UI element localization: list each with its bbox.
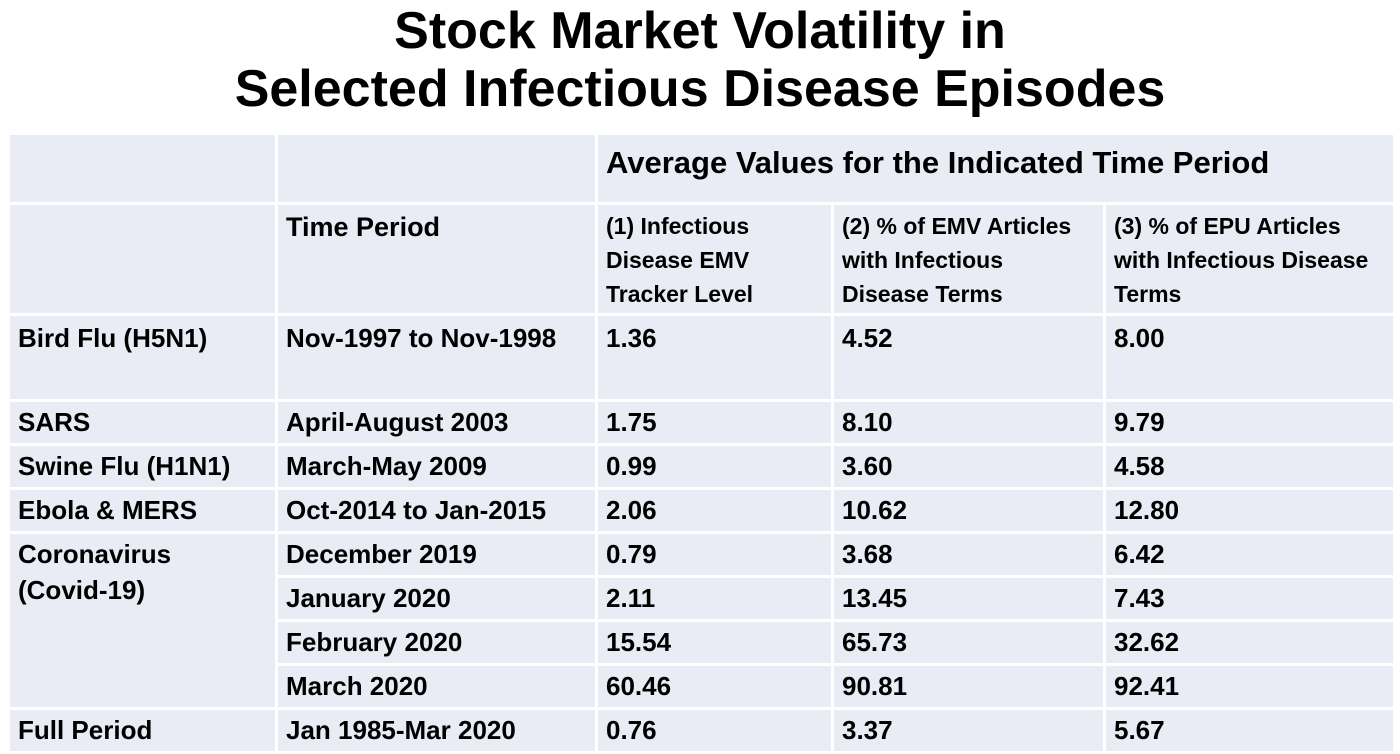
episode-cell: Full Period (7, 707, 278, 754)
col3-header: (3) % of EPU Articles with Infectious Di… (1102, 202, 1397, 316)
episode-cell: Bird Flu (H5N1) (7, 313, 278, 402)
value-cell: 4.58 (1102, 443, 1397, 490)
value-cell: 5.67 (1102, 707, 1397, 754)
value-cell: 8.00 (1102, 313, 1397, 402)
value-cell: 2.11 (595, 575, 834, 622)
value-cell: 60.46 (595, 663, 834, 710)
value-cell: 7.43 (1102, 575, 1397, 622)
value-cell: 3.68 (831, 531, 1106, 578)
episode-cell: Ebola & MERS (7, 487, 278, 534)
col1-header: (1) Infectious Disease EMV Tracker Level (595, 202, 834, 316)
column-header-row: Time Period (1) Infectious Disease EMV T… (7, 202, 1397, 316)
table-row: SARS April-August 2003 1.75 8.10 9.79 (7, 399, 1397, 446)
value-cell: 3.37 (831, 707, 1106, 754)
period-cell: February 2020 (275, 619, 598, 666)
period-cell: Nov-1997 to Nov-1998 (275, 313, 598, 402)
value-cell: 0.76 (595, 707, 834, 754)
value-cell: 6.42 (1102, 531, 1397, 578)
value-cell: 0.99 (595, 443, 834, 490)
value-cell: 4.52 (831, 313, 1106, 402)
group-header-row: Average Values for the Indicated Time Pe… (7, 132, 1397, 205)
period-cell: January 2020 (275, 575, 598, 622)
table-row: March 2020 60.46 90.81 92.41 (9, 663, 1397, 710)
table-row: January 2020 2.11 13.45 7.43 (9, 575, 1397, 622)
table-row: Coronavirus (Covid-19) December 2019 0.7… (7, 531, 1397, 710)
value-cell: 0.79 (595, 531, 834, 578)
value-cell: 1.75 (595, 399, 834, 446)
empty-header-cell (7, 132, 278, 205)
col2-header: (2) % of EMV Articles with Infectious Di… (831, 202, 1106, 316)
group-header: Average Values for the Indicated Time Pe… (594, 132, 1397, 205)
title-line-1: Stock Market Volatility in (394, 2, 1006, 60)
period-cell: March 2020 (275, 663, 598, 710)
value-cell: 9.79 (1102, 399, 1397, 446)
period-cell: Jan 1985-Mar 2020 (275, 707, 598, 754)
table-row: Swine Flu (H1N1) March-May 2009 0.99 3.6… (7, 443, 1397, 490)
empty-header-cell (7, 202, 278, 316)
value-cell: 92.41 (1102, 663, 1397, 710)
page-title: Stock Market Volatility in Selected Infe… (0, 0, 1400, 118)
volatility-table: Average Values for the Indicated Time Pe… (7, 132, 1397, 754)
table-row: February 2020 15.54 65.73 32.62 (9, 619, 1397, 666)
title-line-2: Selected Infectious Disease Episodes (234, 60, 1166, 118)
value-cell: 32.62 (1102, 619, 1397, 666)
period-cell: March-May 2009 (275, 443, 598, 490)
empty-header-cell (275, 132, 598, 205)
episode-cell: Coronavirus (Covid-19) (7, 531, 278, 710)
value-cell: 3.60 (831, 443, 1106, 490)
value-cell: 90.81 (831, 663, 1106, 710)
episode-cell: Swine Flu (H1N1) (7, 443, 278, 490)
time-period-header: Time Period (275, 202, 598, 316)
value-cell: 2.06 (595, 487, 834, 534)
period-cell: December 2019 (275, 531, 598, 578)
value-cell: 13.45 (831, 575, 1106, 622)
episode-cell: SARS (7, 399, 278, 446)
table-row: Full Period Jan 1985-Mar 2020 0.76 3.37 … (7, 707, 1397, 754)
table-row: Ebola & MERS Oct-2014 to Jan-2015 2.06 1… (7, 487, 1397, 534)
value-cell: 12.80 (1102, 487, 1397, 534)
value-cell: 10.62 (831, 487, 1106, 534)
table-row: Bird Flu (H5N1) Nov-1997 to Nov-1998 1.3… (7, 313, 1397, 402)
value-cell: 65.73 (831, 619, 1106, 666)
value-cell: 15.54 (595, 619, 834, 666)
value-cell: 8.10 (831, 399, 1106, 446)
period-cell: Oct-2014 to Jan-2015 (275, 487, 598, 534)
period-cell: April-August 2003 (275, 399, 598, 446)
value-cell: 1.36 (595, 313, 834, 402)
